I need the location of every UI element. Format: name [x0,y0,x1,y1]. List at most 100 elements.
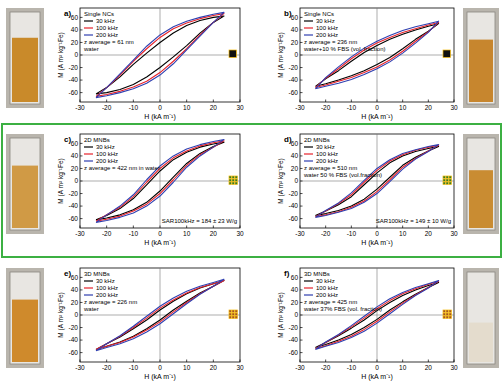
annotation: z average = 226 nm [84,299,137,305]
icon-cell [235,310,237,312]
x-tick-label: 20 [425,230,433,237]
x-tick [351,100,352,103]
y-tick [300,277,303,278]
x-tick [213,100,214,103]
legend-swatch [84,294,93,295]
x-axis-label: H (kA m⁻¹) [144,373,176,381]
x-axis-label: H (kA m⁻¹) [361,373,393,381]
legend-label: 100 kHz [96,285,118,291]
plot-frame [80,8,240,102]
vial-liquid [469,170,493,228]
x-tick [325,360,326,363]
series-group [315,145,438,218]
icon-cell [449,316,451,318]
legend-swatch [84,160,93,161]
hysteresis-loop [96,279,224,350]
y-tick-label: 20 [291,165,299,172]
y-tick [80,352,83,353]
legend-title: 3D MNBs [304,271,330,277]
y-tick [80,327,83,328]
legend-label: 100 kHz [316,285,338,291]
legend-label: 200 kHz [316,292,338,298]
x-tick-label: 10 [399,104,407,111]
x-tick [428,360,429,363]
hysteresis-loop [96,140,224,223]
x-tick-label: 30 [450,104,458,111]
x-tick [454,226,455,229]
vial-liquid [12,300,38,362]
y-tick [300,55,303,56]
annotation: z average = 425 nm [304,299,357,305]
x-tick-label: 0 [158,104,162,111]
legend-label: 30 kHz [96,278,115,284]
legend-swatch [304,20,313,21]
legend-label: 30 kHz [316,278,335,284]
y-tick [300,42,303,43]
zero-line [80,181,240,182]
legend-swatch [304,280,313,281]
icon-cell [232,316,234,318]
x-tick [377,100,378,103]
icon-cell [443,50,450,57]
hysteresis-loop [315,281,438,349]
annotation: water [83,46,99,52]
legend-label: 200 kHz [96,158,118,164]
x-tick [213,226,214,229]
y-tick [80,29,83,30]
y-tick [300,181,303,182]
vial-liquid [12,166,38,228]
vial-liquid [12,38,38,102]
x-axis-label: H (kA m⁻¹) [144,239,176,247]
plot-frame [300,8,454,102]
series-group [96,140,224,223]
icon-cell [449,176,451,178]
y-tick [300,218,303,219]
x-tick-label: 30 [236,230,244,237]
panel-label: a) [64,9,71,18]
icon-cell [232,182,234,184]
y-tick [80,289,83,290]
icon-cell [443,310,445,312]
icon-cell [229,176,231,178]
icon-cell [446,182,448,184]
legend-swatch [84,20,93,21]
icon-cell [443,176,445,178]
x-tick [300,226,301,229]
x-tick [133,360,134,363]
hysteresis-loop [315,24,438,87]
y-tick [80,206,83,207]
y-tick-label: 40 [291,26,299,33]
sar-annotation: SAR100kHz = 149 ± 10 W/g [376,218,451,224]
y-axis-label: M (A m² kg⁻¹Fe) [57,158,65,203]
y-tick [300,168,303,169]
y-tick-label: 0 [74,51,78,58]
x-tick-label: -20 [321,230,331,237]
panel: -30-20-100102030-60-40-200204060H (kA m⁻… [57,134,244,247]
y-tick [300,29,303,30]
y-axis-label: M (A m² kg⁻¹Fe) [277,158,285,203]
y-tick-label: -60 [69,215,79,222]
y-tick-label: 40 [71,152,79,159]
legend-title: Single NCs [304,11,334,17]
x-tick [351,360,352,363]
x-tick-label: -10 [129,104,139,111]
x-tick [454,100,455,103]
y-tick [300,143,303,144]
x-tick-label: -20 [102,364,112,371]
y-tick [300,92,303,93]
y-tick [300,67,303,68]
x-tick [80,226,81,229]
legend-swatch [84,287,93,288]
x-tick-label: -10 [347,364,357,371]
annotation: z average = 510 nm [304,165,357,171]
x-tick [402,100,403,103]
y-tick-label: -40 [289,336,299,343]
icon-cell [229,182,231,184]
x-tick-label: -10 [347,104,357,111]
x-tick-label: 30 [236,364,244,371]
y-tick-label: -40 [289,202,299,209]
icon-cell [232,310,234,312]
icon-cell [443,179,445,181]
y-tick-label: -20 [289,190,299,197]
legend-title: 2D MNBs [304,137,330,143]
